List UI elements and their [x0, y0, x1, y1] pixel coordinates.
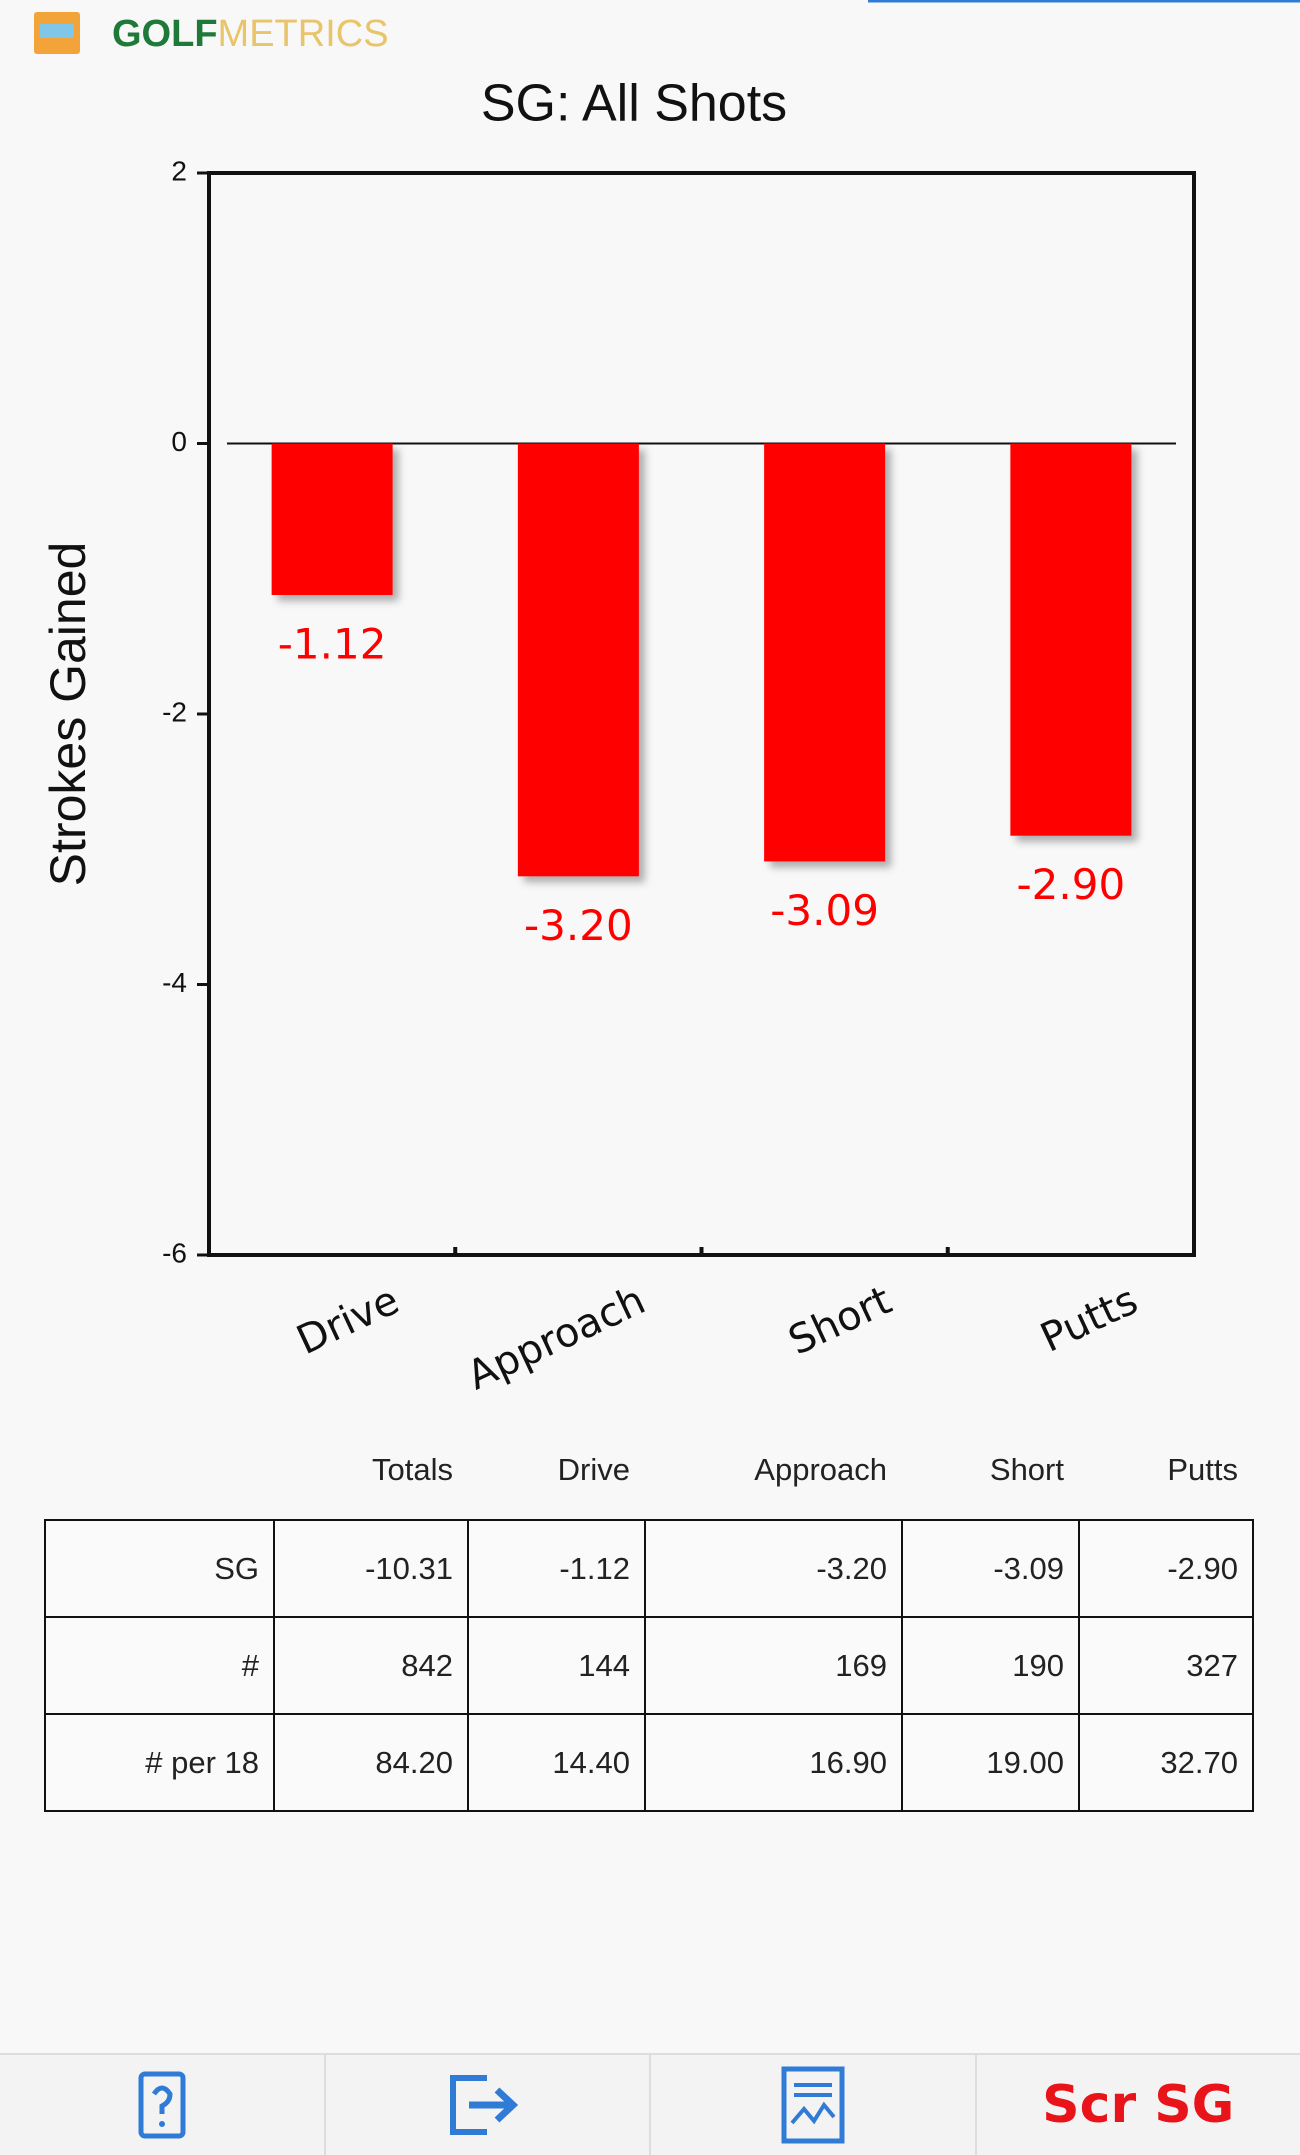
y-axis-label: Strokes Gained — [40, 542, 96, 887]
report-button[interactable] — [651, 2055, 977, 2155]
table-cell: -1.12 — [468, 1520, 645, 1617]
table-cell: 16.90 — [645, 1714, 902, 1811]
bar — [272, 444, 393, 595]
table-cell: -10.31 — [274, 1520, 468, 1617]
column-header: Short — [901, 1440, 1078, 1500]
help-icon — [137, 2070, 187, 2140]
table-cell: 19.00 — [902, 1714, 1079, 1811]
bottom-nav: Scr SG — [0, 2053, 1300, 2155]
value-label: -2.90 — [1017, 860, 1126, 909]
table-cell: 14.40 — [468, 1714, 645, 1811]
table-cell: 190 — [902, 1617, 1079, 1714]
y-tick-label: -6 — [162, 1237, 187, 1268]
column-header: Approach — [644, 1440, 901, 1500]
help-button[interactable] — [0, 2055, 326, 2155]
bar — [518, 444, 639, 877]
value-label: -3.20 — [524, 901, 633, 950]
table-cell: 84.20 — [274, 1714, 468, 1811]
brand-b: METRICS — [218, 13, 389, 55]
row-label: # — [45, 1617, 274, 1714]
y-tick-label: -2 — [162, 696, 187, 727]
bar — [764, 444, 885, 862]
table-cell: 169 — [645, 1617, 902, 1714]
x-tick-label: Drive — [290, 1277, 406, 1364]
table-cell: -3.20 — [645, 1520, 902, 1617]
x-tick-label: Approach — [461, 1277, 653, 1399]
app-logo-icon-detail — [40, 24, 74, 38]
column-header: Putts — [1078, 1440, 1252, 1500]
y-tick-label: 0 — [171, 426, 187, 457]
x-tick-label: Putts — [1034, 1277, 1145, 1361]
report-icon — [778, 2065, 848, 2145]
y-tick-label: 2 — [171, 155, 187, 186]
table-cell: 842 — [274, 1617, 468, 1714]
exit-icon — [447, 2070, 527, 2140]
score-sg-label: Scr SG — [1042, 2075, 1234, 2135]
table-cell: 327 — [1079, 1617, 1253, 1714]
bar — [1010, 444, 1131, 836]
exit-button[interactable] — [326, 2055, 652, 2155]
header-spacer — [44, 1440, 273, 1500]
x-tick-label: Short — [782, 1277, 899, 1364]
brand: GOLFMETRICS — [112, 13, 389, 55]
table-cell: 144 — [468, 1617, 645, 1714]
row-label: SG — [45, 1520, 274, 1617]
value-label: -3.09 — [770, 886, 879, 935]
table-cell: -3.09 — [902, 1520, 1079, 1617]
chart-title: SG: All Shots — [481, 75, 787, 133]
column-header: Drive — [467, 1440, 644, 1500]
column-header: Totals — [273, 1440, 467, 1500]
brand-a: GOLF — [112, 13, 218, 55]
table-row: SG-10.31-1.12-3.20-3.09-2.90 — [45, 1520, 1253, 1617]
score-sg-button[interactable]: Scr SG — [977, 2055, 1300, 2155]
row-label: # per 18 — [45, 1714, 274, 1811]
table-cell: 32.70 — [1079, 1714, 1253, 1811]
table-cell: -2.90 — [1079, 1520, 1253, 1617]
value-label: -1.12 — [278, 619, 387, 668]
y-tick-label: -4 — [162, 967, 187, 998]
chart: GOLFMETRICS SG: All Shots Strokes Gained… — [0, 0, 1300, 1460]
